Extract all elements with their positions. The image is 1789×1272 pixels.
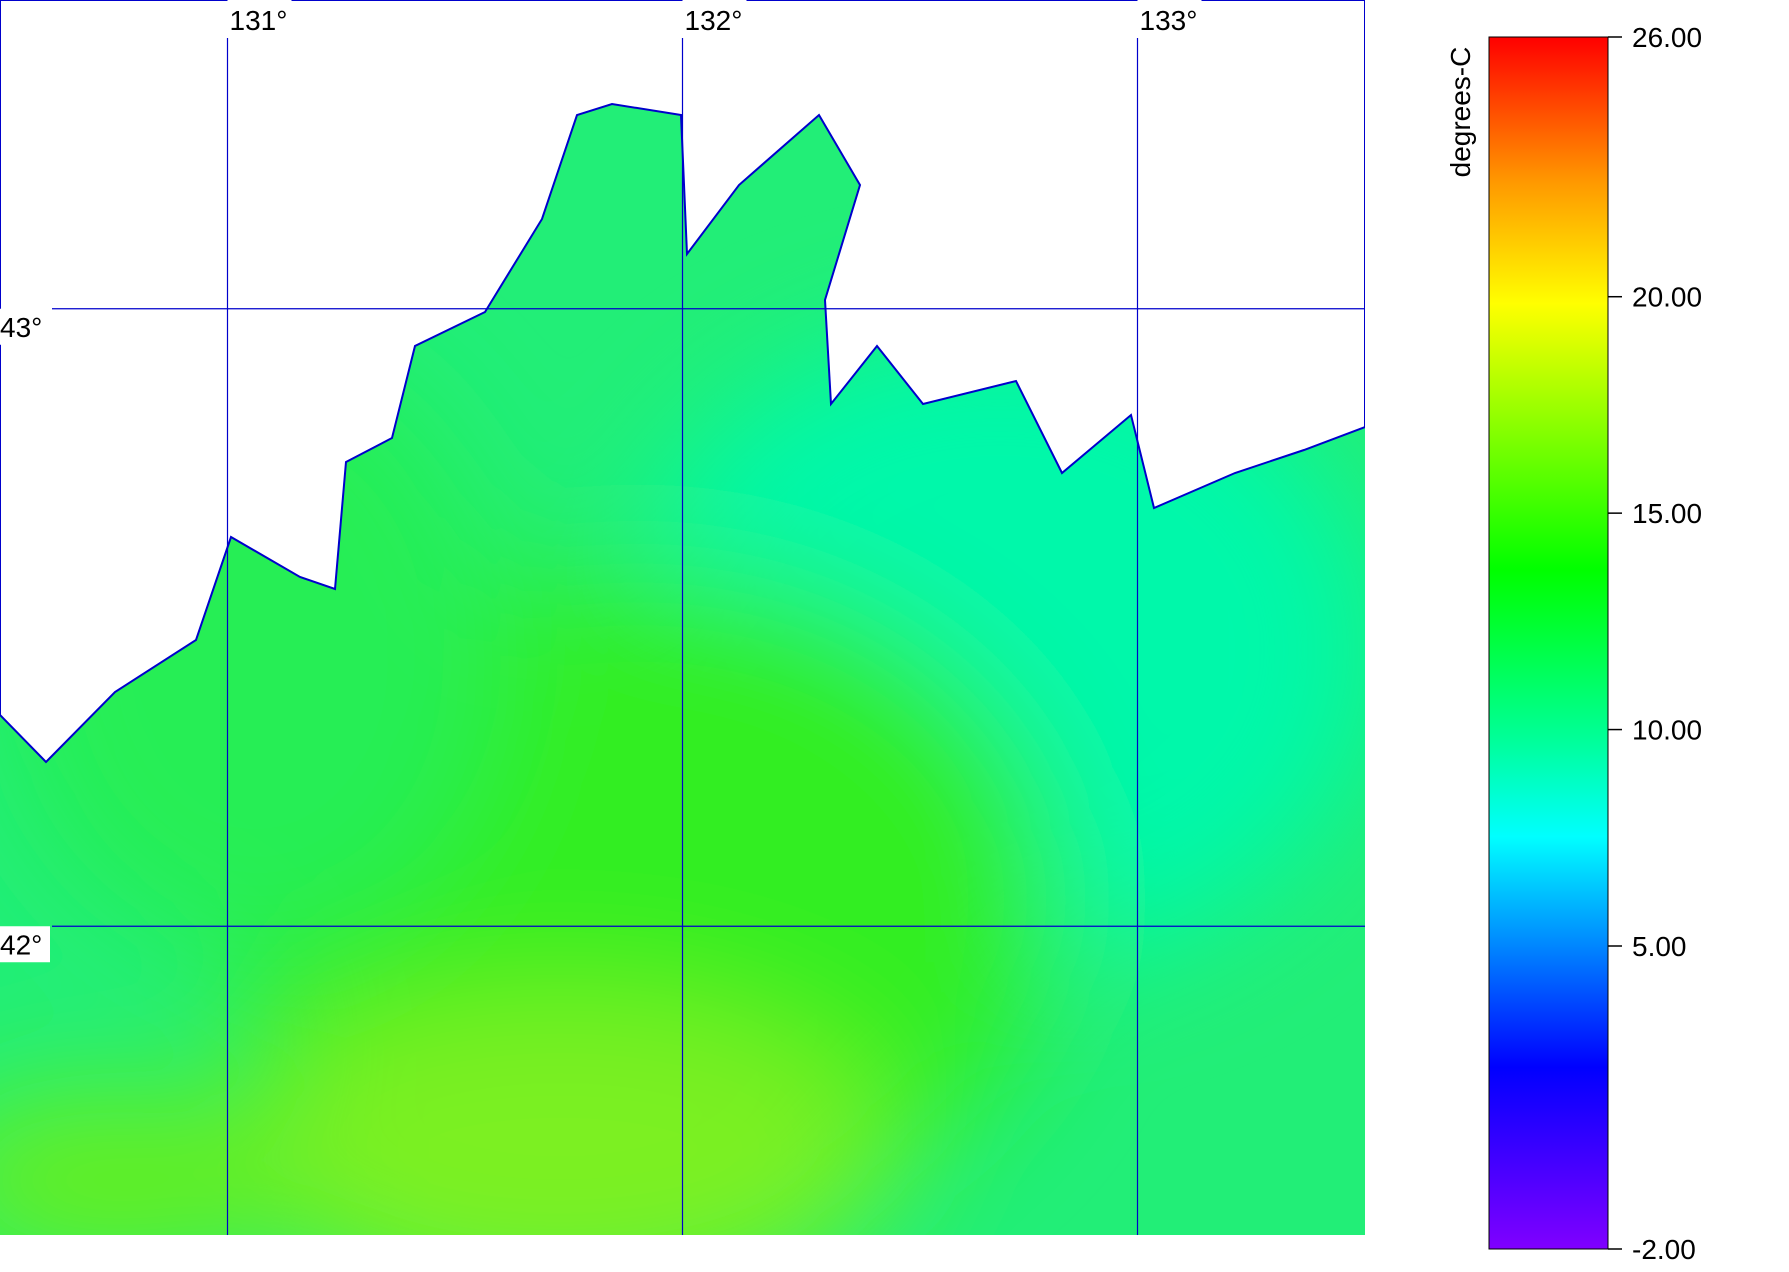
label-bg [1137,0,1202,36]
lat-label: 42° [0,929,42,960]
colorbar [1488,36,1609,1250]
colorbar-label: degrees-C [1445,47,1476,178]
label-bg [0,926,50,963]
colorbar-tick-label: 26.00 [1632,22,1702,53]
land [0,0,1365,764]
lon-label: 132° [685,5,743,36]
label-bg [682,0,747,36]
colorbar-tick-label: 10.00 [1632,715,1702,746]
colorbar-tick-label: 20.00 [1632,282,1702,313]
colorbar-tick-label: 5.00 [1632,931,1687,962]
lon-label: 133° [1140,5,1198,36]
sea-surface [0,0,1365,1235]
colorbar-tick-label: 15.00 [1632,498,1702,529]
label-bg [0,308,50,345]
label-bg [227,0,292,36]
lon-label: 131° [230,5,288,36]
lat-label: 43° [0,312,42,343]
colorbar-tick-label: -2.00 [1632,1234,1696,1265]
